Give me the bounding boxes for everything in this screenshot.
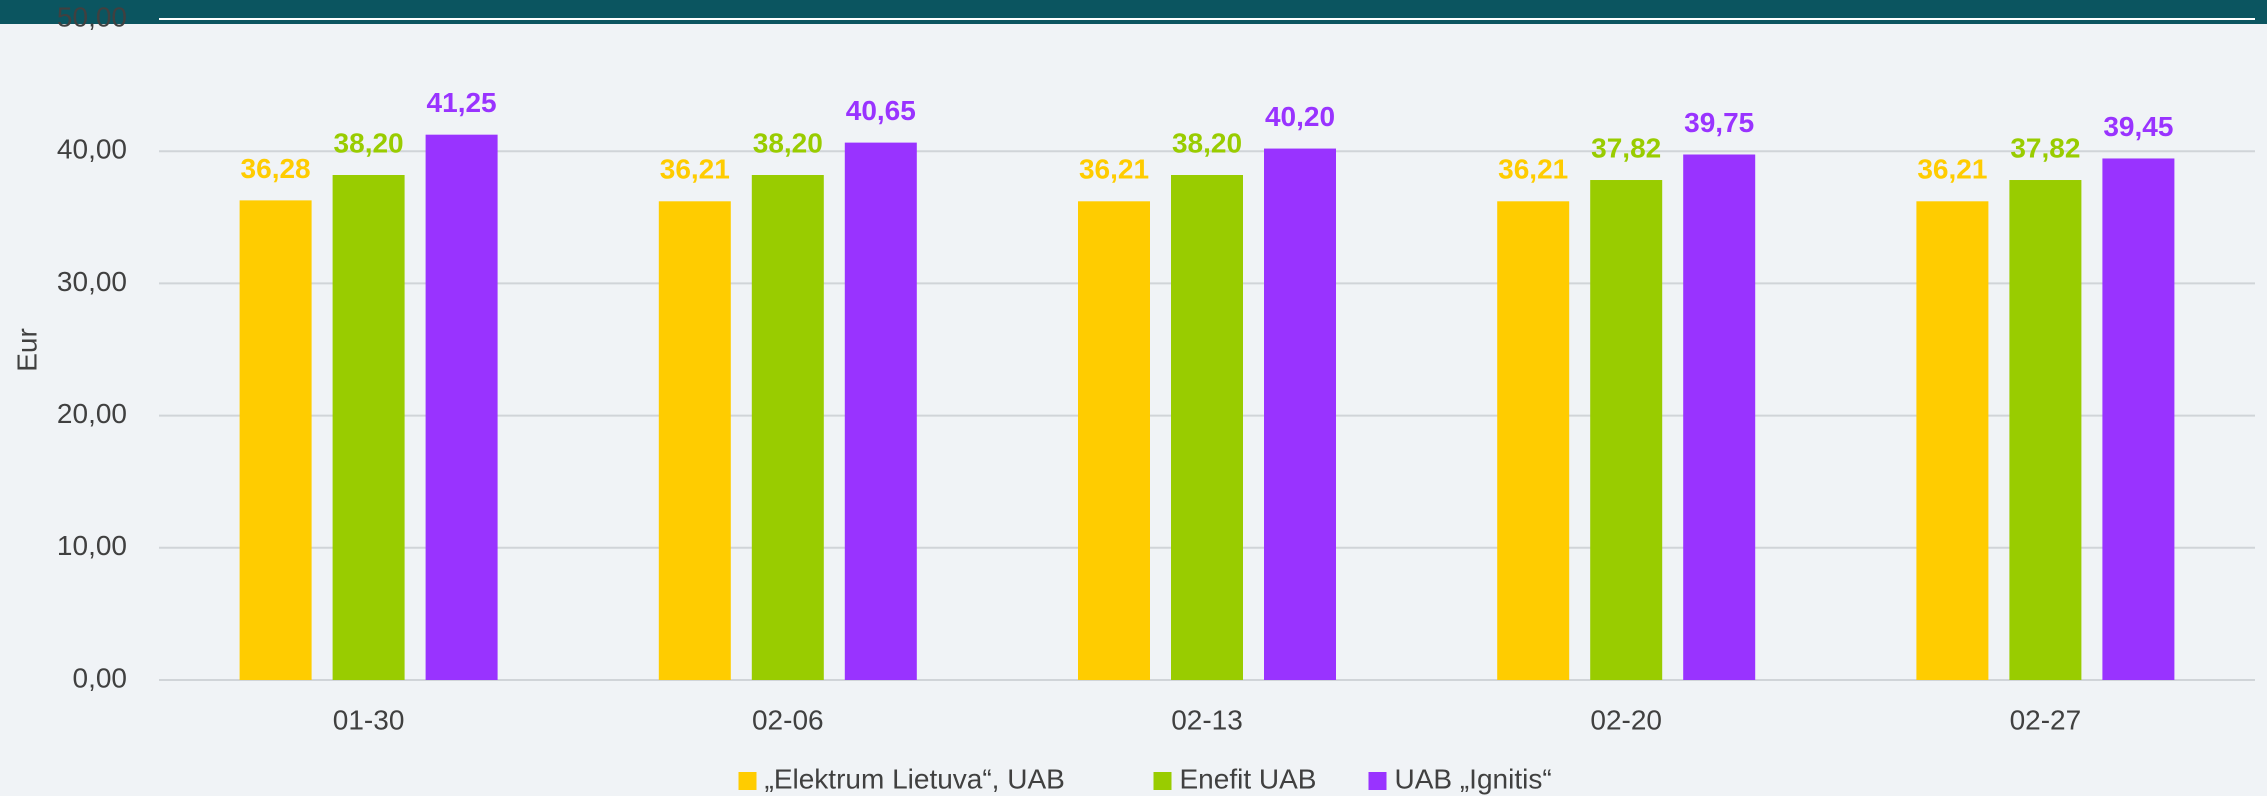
bar	[1916, 201, 1989, 680]
value-label: 39,75	[1684, 107, 1754, 138]
value-label: 37,82	[2010, 132, 2080, 163]
legend-label: UAB „Ignitis“	[1395, 763, 1552, 794]
legend-swatch	[738, 772, 757, 790]
legend-swatch	[1368, 772, 1387, 790]
x-tick-label: 02-06	[752, 704, 824, 735]
bar	[658, 201, 731, 680]
value-label: 38,20	[1172, 127, 1242, 158]
bar	[2009, 180, 2082, 681]
header-band	[0, 0, 2267, 24]
value-label: 40,20	[1265, 101, 1335, 132]
bar	[1171, 174, 1243, 680]
bar	[1590, 180, 1663, 681]
x-tick-label: 01-30	[333, 704, 405, 735]
y-tick-label: 0,00	[73, 662, 128, 693]
y-axis-label: Eur	[11, 328, 42, 372]
bar	[239, 200, 312, 680]
y-tick-label: 30,00	[57, 266, 127, 297]
y-tick-label: 50,00	[57, 1, 127, 32]
value-label: 40,65	[846, 95, 916, 126]
bar	[1264, 148, 1336, 680]
bar	[1497, 201, 1570, 680]
value-label: 36,21	[1498, 154, 1568, 185]
y-tick-label: 10,00	[57, 530, 127, 561]
legend-label: Enefit UAB	[1180, 763, 1317, 794]
value-label: 36,21	[1917, 154, 1987, 185]
bar	[1683, 154, 1756, 680]
legend-label: „Elektrum Lietuva“, UAB	[765, 763, 1065, 794]
x-tick-label: 02-13	[1171, 704, 1243, 735]
value-label: 36,21	[660, 154, 730, 185]
x-tick-label: 02-27	[2010, 704, 2082, 735]
value-label: 36,21	[1079, 154, 1149, 185]
bar	[751, 174, 824, 680]
bar	[2102, 158, 2175, 680]
value-label: 41,25	[427, 87, 497, 118]
bar	[1078, 201, 1150, 680]
value-label: 39,45	[2103, 111, 2173, 142]
value-label: 38,20	[753, 127, 823, 158]
bar	[332, 174, 405, 680]
bar	[425, 134, 498, 681]
value-label: 36,28	[241, 153, 311, 184]
value-label: 37,82	[1591, 132, 1661, 163]
value-label: 38,20	[334, 127, 404, 158]
x-tick-label: 02-20	[1590, 704, 1662, 735]
y-tick-label: 20,00	[57, 398, 127, 429]
bar	[844, 142, 917, 680]
legend-swatch	[1153, 772, 1172, 790]
y-tick-label: 40,00	[57, 134, 127, 165]
